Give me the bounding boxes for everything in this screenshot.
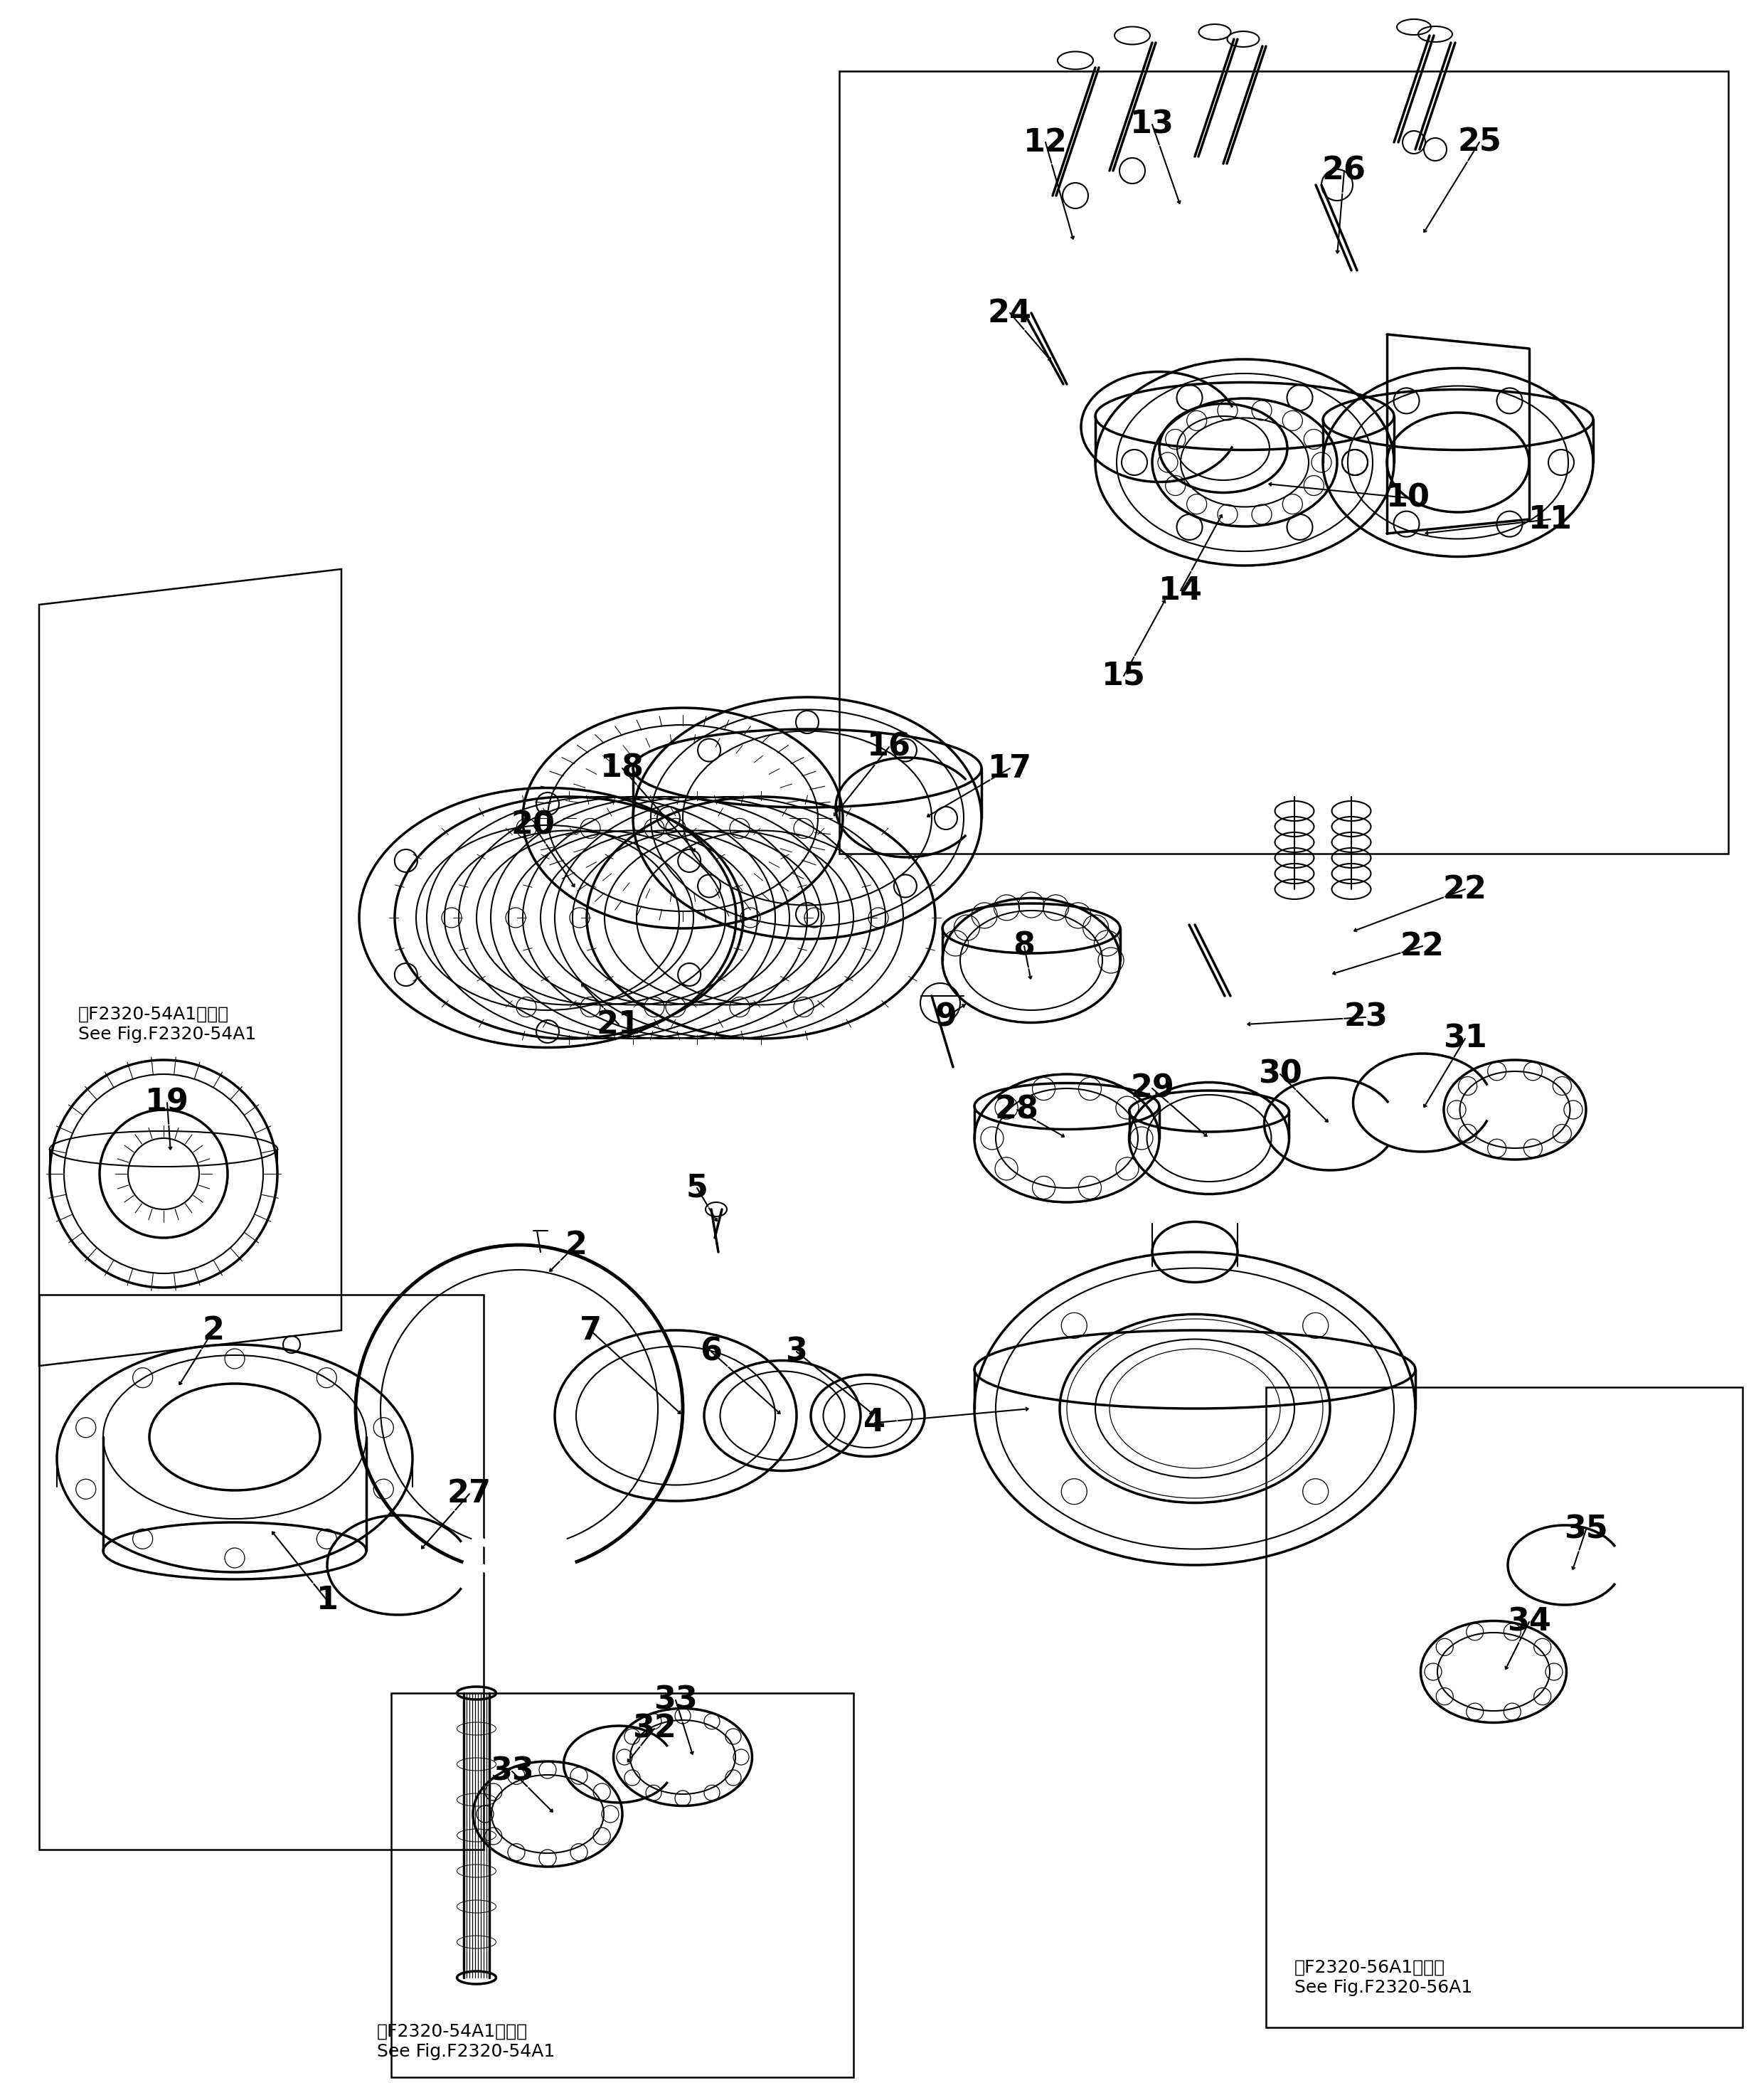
Text: 19: 19 <box>144 1088 188 1117</box>
Text: 16: 16 <box>866 731 910 762</box>
Text: 29: 29 <box>1131 1073 1175 1105</box>
Text: 23: 23 <box>1344 1002 1388 1033</box>
Text: 32: 32 <box>632 1714 676 1743</box>
Text: 10: 10 <box>1386 483 1430 512</box>
Text: 33: 33 <box>653 1684 697 1716</box>
Text: 3: 3 <box>785 1336 808 1367</box>
Text: 25: 25 <box>1458 126 1502 158</box>
Text: 27: 27 <box>447 1478 491 1510</box>
Text: 13: 13 <box>1131 109 1175 141</box>
Text: 5: 5 <box>687 1172 708 1203</box>
Text: 22: 22 <box>1400 930 1444 962</box>
Text: 2: 2 <box>203 1315 224 1346</box>
Text: 30: 30 <box>1257 1058 1301 1090</box>
Text: 14: 14 <box>1159 575 1203 605</box>
Text: 21: 21 <box>597 1010 641 1040</box>
Text: 28: 28 <box>995 1094 1039 1126</box>
Text: 20: 20 <box>511 811 555 840</box>
Text: 35: 35 <box>1564 1514 1608 1546</box>
Text: 12: 12 <box>1023 126 1067 158</box>
Text: 第F2320-56A1図参照
See Fig.F2320-56A1: 第F2320-56A1図参照 See Fig.F2320-56A1 <box>1294 1959 1472 1997</box>
Text: 9: 9 <box>935 1002 956 1033</box>
Text: 22: 22 <box>1442 874 1488 905</box>
Text: 第F2320-54A1図参照
See Fig.F2320-54A1: 第F2320-54A1図参照 See Fig.F2320-54A1 <box>377 2022 555 2060</box>
Text: 2: 2 <box>565 1231 586 1260</box>
Text: 33: 33 <box>490 1756 534 1787</box>
Text: 第F2320-54A1図参照
See Fig.F2320-54A1: 第F2320-54A1図参照 See Fig.F2320-54A1 <box>77 1006 255 1044</box>
Text: 4: 4 <box>865 1407 886 1439</box>
Text: 24: 24 <box>988 298 1032 328</box>
Text: 1: 1 <box>317 1586 338 1615</box>
Text: 17: 17 <box>988 754 1032 783</box>
Text: 15: 15 <box>1102 662 1146 691</box>
Text: 6: 6 <box>701 1336 722 1367</box>
Text: 7: 7 <box>579 1315 601 1346</box>
Text: 31: 31 <box>1442 1023 1486 1054</box>
Text: 18: 18 <box>601 754 645 783</box>
Text: 34: 34 <box>1507 1607 1551 1638</box>
Text: 8: 8 <box>1013 930 1035 962</box>
Text: 26: 26 <box>1323 155 1367 187</box>
Text: 11: 11 <box>1529 504 1573 536</box>
